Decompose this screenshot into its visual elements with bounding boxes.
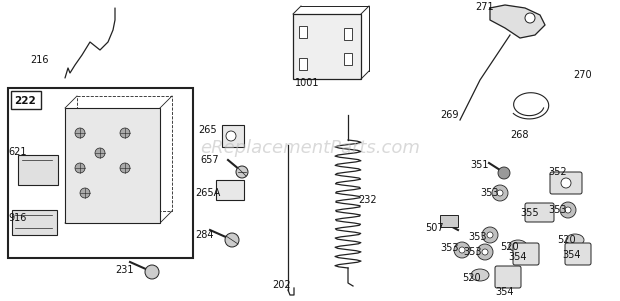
Circle shape (236, 166, 248, 178)
Text: eReplacementParts.com: eReplacementParts.com (200, 139, 420, 157)
Text: 354: 354 (508, 252, 526, 262)
Text: 231: 231 (115, 265, 133, 275)
Circle shape (497, 190, 503, 196)
Circle shape (561, 178, 571, 188)
Text: 657: 657 (200, 155, 219, 165)
Ellipse shape (509, 240, 527, 252)
Text: 353: 353 (548, 205, 567, 215)
FancyBboxPatch shape (513, 243, 539, 265)
Polygon shape (490, 5, 545, 38)
Bar (299, 58, 307, 70)
Circle shape (226, 131, 236, 141)
Bar (11, 91, 41, 109)
Text: 216: 216 (30, 55, 48, 65)
Circle shape (80, 188, 90, 198)
Circle shape (75, 128, 85, 138)
Circle shape (75, 163, 85, 173)
Ellipse shape (566, 234, 584, 246)
Bar (65, 108, 160, 223)
Bar (293, 14, 361, 79)
Circle shape (95, 148, 105, 158)
FancyBboxPatch shape (550, 172, 582, 194)
Text: 269: 269 (440, 110, 459, 120)
Text: 265: 265 (198, 125, 216, 135)
Bar (222, 125, 244, 147)
Bar (440, 215, 458, 227)
Text: 1001: 1001 (295, 78, 319, 88)
Text: 355: 355 (520, 208, 539, 218)
Text: 268: 268 (510, 130, 528, 140)
Circle shape (560, 202, 576, 218)
Text: 507: 507 (425, 223, 444, 233)
Bar (344, 53, 352, 65)
Text: 520: 520 (500, 242, 518, 252)
Circle shape (525, 13, 535, 23)
Circle shape (482, 227, 498, 243)
Text: 353: 353 (468, 232, 487, 242)
Text: 352: 352 (548, 167, 567, 177)
Text: 353: 353 (440, 243, 459, 253)
Text: 232: 232 (358, 195, 376, 205)
Text: 270: 270 (573, 70, 591, 80)
FancyBboxPatch shape (525, 203, 554, 222)
Bar (8, 88, 193, 258)
Bar (18, 155, 58, 185)
Text: 202: 202 (272, 280, 291, 290)
Text: 520: 520 (557, 235, 575, 245)
Text: 916: 916 (8, 213, 27, 223)
Circle shape (565, 207, 571, 213)
Circle shape (225, 233, 239, 247)
Text: 520: 520 (462, 273, 480, 283)
Circle shape (145, 265, 159, 279)
Circle shape (498, 167, 510, 179)
Text: 222: 222 (14, 96, 36, 106)
Bar (216, 180, 244, 200)
Bar (344, 28, 352, 40)
Bar (12, 210, 57, 235)
Ellipse shape (471, 269, 489, 281)
FancyBboxPatch shape (565, 243, 591, 265)
Text: 284: 284 (195, 230, 213, 240)
Circle shape (482, 249, 488, 255)
Text: 353: 353 (463, 247, 482, 257)
Bar (299, 26, 307, 38)
Text: 271: 271 (475, 2, 494, 12)
Text: 621: 621 (8, 147, 27, 157)
Circle shape (459, 247, 465, 253)
Text: 351: 351 (470, 160, 489, 170)
Text: 354: 354 (495, 287, 513, 297)
Circle shape (454, 242, 470, 258)
Circle shape (487, 232, 493, 238)
FancyBboxPatch shape (495, 266, 521, 288)
Circle shape (477, 244, 493, 260)
Text: 354: 354 (562, 250, 580, 260)
Circle shape (492, 185, 508, 201)
Text: 353: 353 (480, 188, 498, 198)
Circle shape (120, 128, 130, 138)
Text: 265A: 265A (195, 188, 220, 198)
Circle shape (120, 163, 130, 173)
